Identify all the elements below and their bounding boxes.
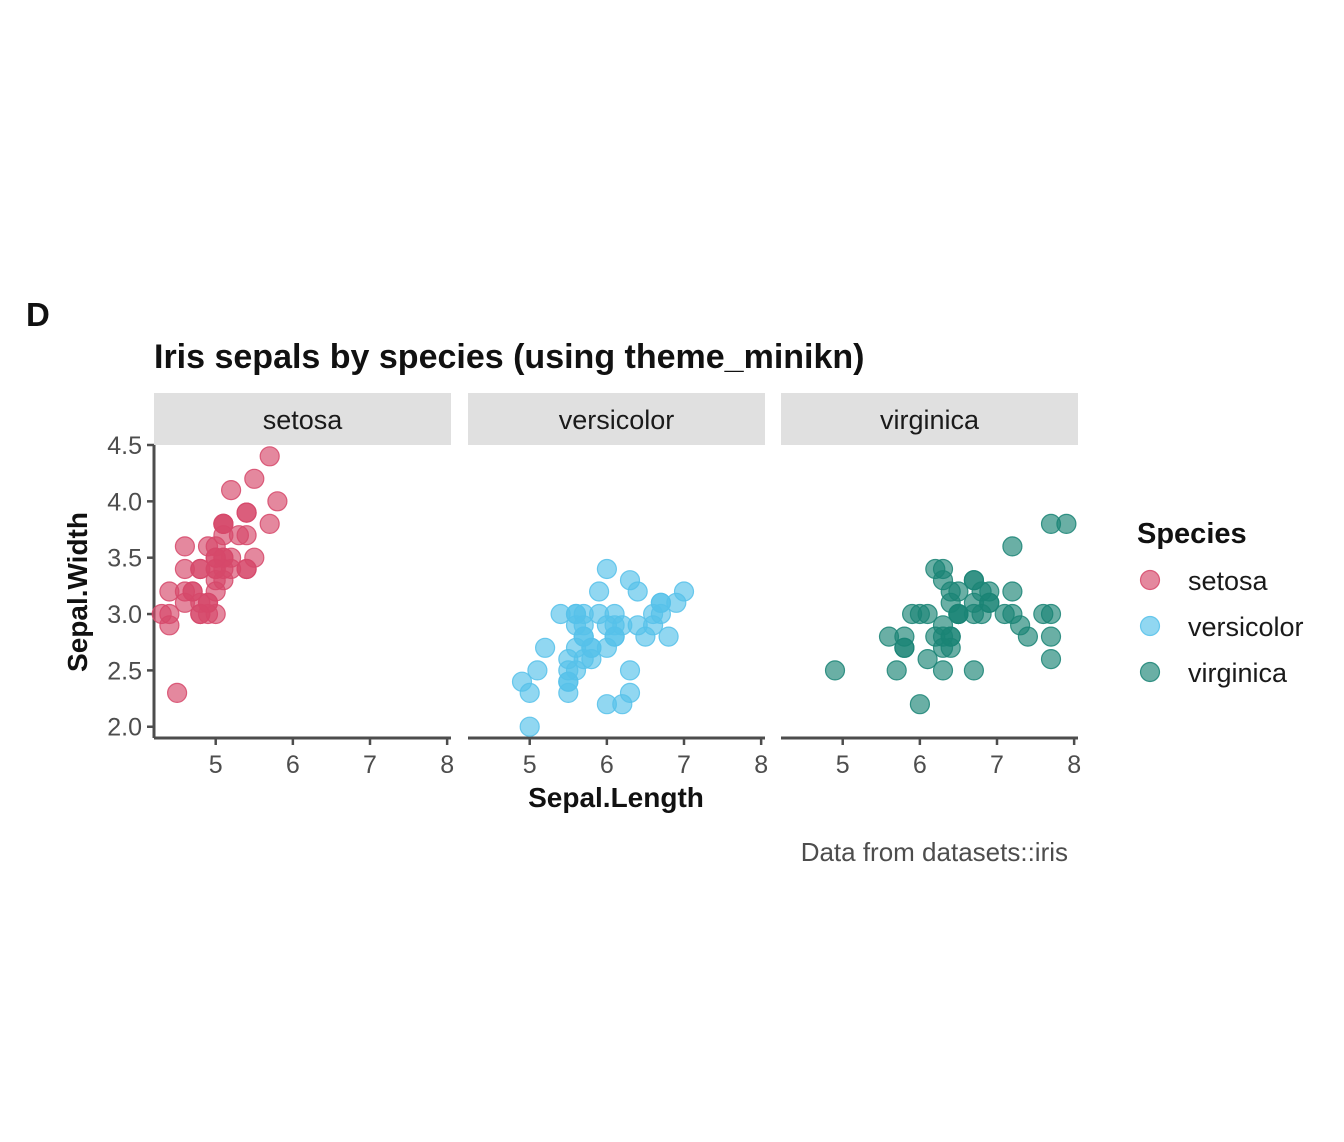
data-point-versicolor (588, 581, 610, 602)
x-tick-label: 7 (990, 751, 1004, 779)
data-point-setosa (259, 446, 280, 467)
legend-item-virginica: virginica (1139, 658, 1288, 688)
data-point-versicolor (519, 716, 540, 737)
facet-panel-versicolor: versicolor 5 6 7 8 (468, 393, 768, 779)
data-point-setosa (259, 513, 280, 535)
chart-title: Iris sepals by species (using theme_mini… (154, 338, 864, 376)
facet-panels: setosa 5 6 7 8 2.0 2.5 3.0 3.5 4.0 4.5 versicolor 5 6… (107, 393, 1081, 779)
x-tick-label: 8 (754, 751, 768, 779)
data-point-virginica (932, 626, 954, 647)
legend-key-marker (1139, 569, 1161, 591)
data-point-versicolor (596, 637, 618, 658)
data-point-versicolor (619, 660, 641, 681)
legend-label: virginica (1188, 658, 1288, 688)
data-point-setosa (205, 570, 226, 591)
data-point-setosa (244, 468, 265, 489)
legend-key-marker (1139, 661, 1161, 683)
data-point-virginica (1002, 536, 1023, 557)
data-point-virginica (1040, 603, 1062, 625)
data-point-virginica (1056, 513, 1077, 535)
y-tick-label: 3.0 (107, 601, 142, 629)
data-point-virginica (1002, 603, 1023, 625)
x-tick-label: 5 (209, 751, 223, 779)
legend-label: setosa (1188, 566, 1269, 596)
facet-strip (781, 393, 1078, 445)
data-point-setosa (221, 480, 242, 501)
legend-key-marker (1139, 615, 1161, 637)
y-tick-label: 3.5 (107, 545, 142, 573)
data-point-virginica (932, 660, 954, 681)
data-point-setosa (205, 547, 226, 568)
data-point-virginica (917, 648, 938, 670)
data-point-virginica (1040, 626, 1062, 647)
data-point-virginica (878, 626, 900, 647)
data-point-versicolor (519, 682, 540, 704)
data-point-versicolor (612, 615, 633, 636)
x-tick-label: 6 (286, 751, 300, 779)
data-point-setosa (174, 581, 195, 602)
x-tick-label: 5 (836, 751, 850, 779)
facet-strip-label: virginica (880, 405, 980, 435)
facet-strip-label: versicolor (559, 405, 675, 435)
data-point-setosa (213, 513, 234, 535)
data-point-versicolor (619, 682, 641, 704)
chart-caption: Data from datasets::iris (801, 837, 1068, 867)
data-point-virginica (894, 637, 915, 658)
legend-label: versicolor (1188, 612, 1304, 642)
x-tick-label: 5 (523, 751, 537, 779)
data-point-virginica (909, 694, 931, 715)
y-tick-label: 4.0 (107, 488, 142, 516)
y-tick-label: 4.5 (107, 432, 142, 460)
data-point-virginica (925, 558, 946, 580)
facet-strip-label: setosa (263, 405, 344, 435)
legend: setosa versicolor virginica (1139, 566, 1304, 688)
y-tick-label: 2.0 (107, 714, 142, 742)
data-point-versicolor (534, 637, 556, 658)
facet-panel-setosa: setosa 5 6 7 8 2.0 2.5 3.0 3.5 4.0 4.5 (107, 393, 454, 779)
x-tick-label: 7 (677, 751, 691, 779)
data-point-versicolor (658, 626, 679, 647)
x-tick-label: 8 (1067, 751, 1081, 779)
data-point-virginica (824, 660, 846, 681)
legend-item-versicolor: versicolor (1139, 612, 1304, 642)
data-point-virginica (948, 603, 969, 625)
data-point-setosa (174, 536, 195, 557)
x-tick-label: 6 (913, 751, 927, 779)
data-point-setosa (228, 525, 249, 546)
facet-strip (468, 393, 765, 445)
data-point-versicolor (527, 660, 548, 681)
data-point-virginica (963, 570, 985, 591)
panel-tag: D (26, 296, 50, 333)
data-point-virginica (1002, 581, 1023, 602)
data-point-virginica (901, 603, 923, 625)
data-point-setosa (190, 603, 211, 625)
y-tick-label: 2.5 (107, 657, 142, 685)
data-point-setosa (167, 682, 188, 704)
data-point-virginica (963, 660, 985, 681)
x-axis-label: Sepal.Length (528, 782, 704, 813)
data-point-versicolor (650, 592, 672, 613)
x-tick-label: 8 (440, 751, 454, 779)
data-point-setosa (267, 491, 288, 512)
data-point-setosa (236, 502, 257, 523)
data-point-virginica (1040, 648, 1062, 670)
data-point-versicolor (619, 570, 641, 591)
x-tick-label: 7 (363, 751, 377, 779)
data-point-versicolor (596, 558, 618, 580)
legend-item-setosa: setosa (1139, 566, 1269, 596)
x-tick-label: 6 (600, 751, 614, 779)
facet-panel-virginica: virginica 5 6 7 8 (781, 393, 1081, 779)
data-point-setosa (244, 547, 265, 568)
data-point-virginica (886, 660, 907, 681)
legend-title: Species (1137, 518, 1247, 550)
data-point-setosa (159, 603, 180, 625)
y-axis-label: Sepal.Width (62, 512, 93, 672)
facet-strip (154, 393, 451, 445)
data-point-versicolor (573, 626, 594, 647)
data-point-versicolor (581, 648, 602, 670)
data-point-virginica (1017, 626, 1039, 647)
